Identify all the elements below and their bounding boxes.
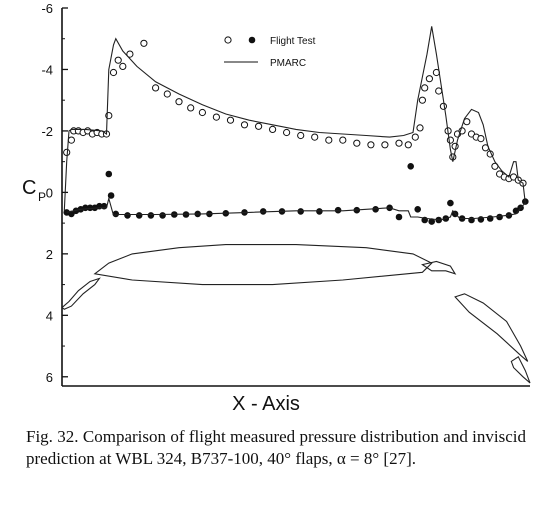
flight-test-point-lower: [414, 206, 422, 213]
flight-test-point-upper: [67, 136, 76, 144]
flight-test-point-upper: [175, 98, 183, 106]
flight-test-point-upper: [240, 121, 249, 129]
flight-test-point-upper: [404, 141, 412, 149]
y-tick-label: 6: [46, 370, 53, 385]
y-tick-label: -6: [41, 1, 53, 16]
y-axis-title-subscript: P: [38, 190, 46, 204]
airfoil-fore-flap: [421, 260, 457, 275]
flight-test-point-upper: [297, 131, 305, 140]
flight-test-point-lower: [407, 163, 415, 170]
flight-test-point-upper: [451, 142, 459, 150]
flight-test-point-lower: [107, 192, 115, 199]
flight-test-point-lower: [147, 212, 155, 219]
airfoil-geometry: [61, 244, 531, 384]
flight-test-point-lower: [159, 212, 166, 219]
x-axis-title: X - Axis: [232, 393, 300, 415]
flight-test-point-upper: [269, 125, 277, 133]
flight-test-point-upper: [439, 102, 447, 110]
flight-test-point-lower: [124, 212, 131, 219]
flight-test-point-upper: [311, 133, 319, 141]
flight-test-point-upper: [339, 136, 347, 144]
data-series: [63, 26, 529, 225]
figure-caption: Fig. 32. Comparison of flight measured p…: [26, 427, 526, 468]
flight-test-point-upper: [140, 39, 148, 47]
flight-test-point-upper: [126, 50, 134, 58]
flight-test-point-upper: [381, 141, 389, 149]
flight-test-point-upper: [114, 56, 122, 64]
flight-test-point-upper: [198, 108, 206, 117]
flight-test-point-lower: [135, 212, 143, 219]
y-tick-label: -2: [41, 124, 53, 139]
flight-test-point-upper: [395, 139, 403, 147]
flight-test-point-upper: [283, 128, 291, 137]
legend-open-marker: [224, 36, 232, 44]
flight-test-point-lower: [447, 199, 454, 207]
legend-label-pmarc: PMARC: [270, 58, 306, 69]
airfoil-aft-flap: [510, 356, 531, 384]
flight-test-point-lower: [334, 206, 342, 214]
pressure-distribution-chart: -6 -4 -2 0 2 4 6 Flight Test PMARC C P X - Axis: [22, 1, 531, 415]
flight-test-point-upper: [418, 96, 426, 104]
flight-test-point-upper: [421, 84, 429, 92]
flight-test-point-upper: [367, 141, 375, 149]
legend-filled-marker: [248, 36, 256, 44]
airfoil-slat: [61, 277, 101, 310]
flight-test-point-upper: [416, 124, 424, 132]
axes: -6 -4 -2 0 2 4 6: [41, 1, 530, 387]
flight-test-point-lower: [105, 170, 113, 178]
flight-test-point-upper: [119, 62, 127, 71]
y-tick-label: 2: [46, 247, 53, 262]
flight-test-point-lower: [316, 208, 323, 215]
pmarc-line: [63, 26, 526, 221]
flight-test-point-upper: [212, 113, 220, 121]
flight-test-point-upper: [255, 122, 263, 130]
legend: Flight Test PMARC: [224, 36, 316, 69]
flight-test-point-upper: [226, 116, 235, 124]
airfoil-main-element: [93, 244, 433, 286]
axis-labels: C P X - Axis: [22, 177, 300, 415]
flight-test-point-upper: [187, 104, 195, 112]
flight-test-point-lower: [496, 213, 503, 221]
y-tick-label: 4: [46, 308, 53, 323]
flight-test-point-upper: [152, 84, 160, 92]
flight-test-point-upper: [109, 68, 118, 77]
flight-test-point-upper: [325, 136, 333, 144]
flight-test-point-upper: [353, 139, 361, 147]
y-tick-label: 0: [46, 185, 53, 200]
y-tick-label: -4: [41, 62, 53, 77]
flight-test-point-lower: [297, 208, 305, 215]
flight-test-point-lower: [395, 213, 403, 221]
legend-label-flight-test: Flight Test: [270, 36, 316, 47]
flight-test-point-upper: [425, 75, 433, 83]
flight-test-point-upper: [446, 136, 454, 144]
flight-test-point-upper: [477, 135, 485, 143]
flight-test-point-upper: [435, 87, 443, 95]
y-axis-title: C: [22, 177, 36, 199]
flight-test-point-upper: [411, 133, 419, 141]
flight-test-point-upper: [163, 90, 171, 98]
airfoil-main-flap: [454, 293, 529, 362]
